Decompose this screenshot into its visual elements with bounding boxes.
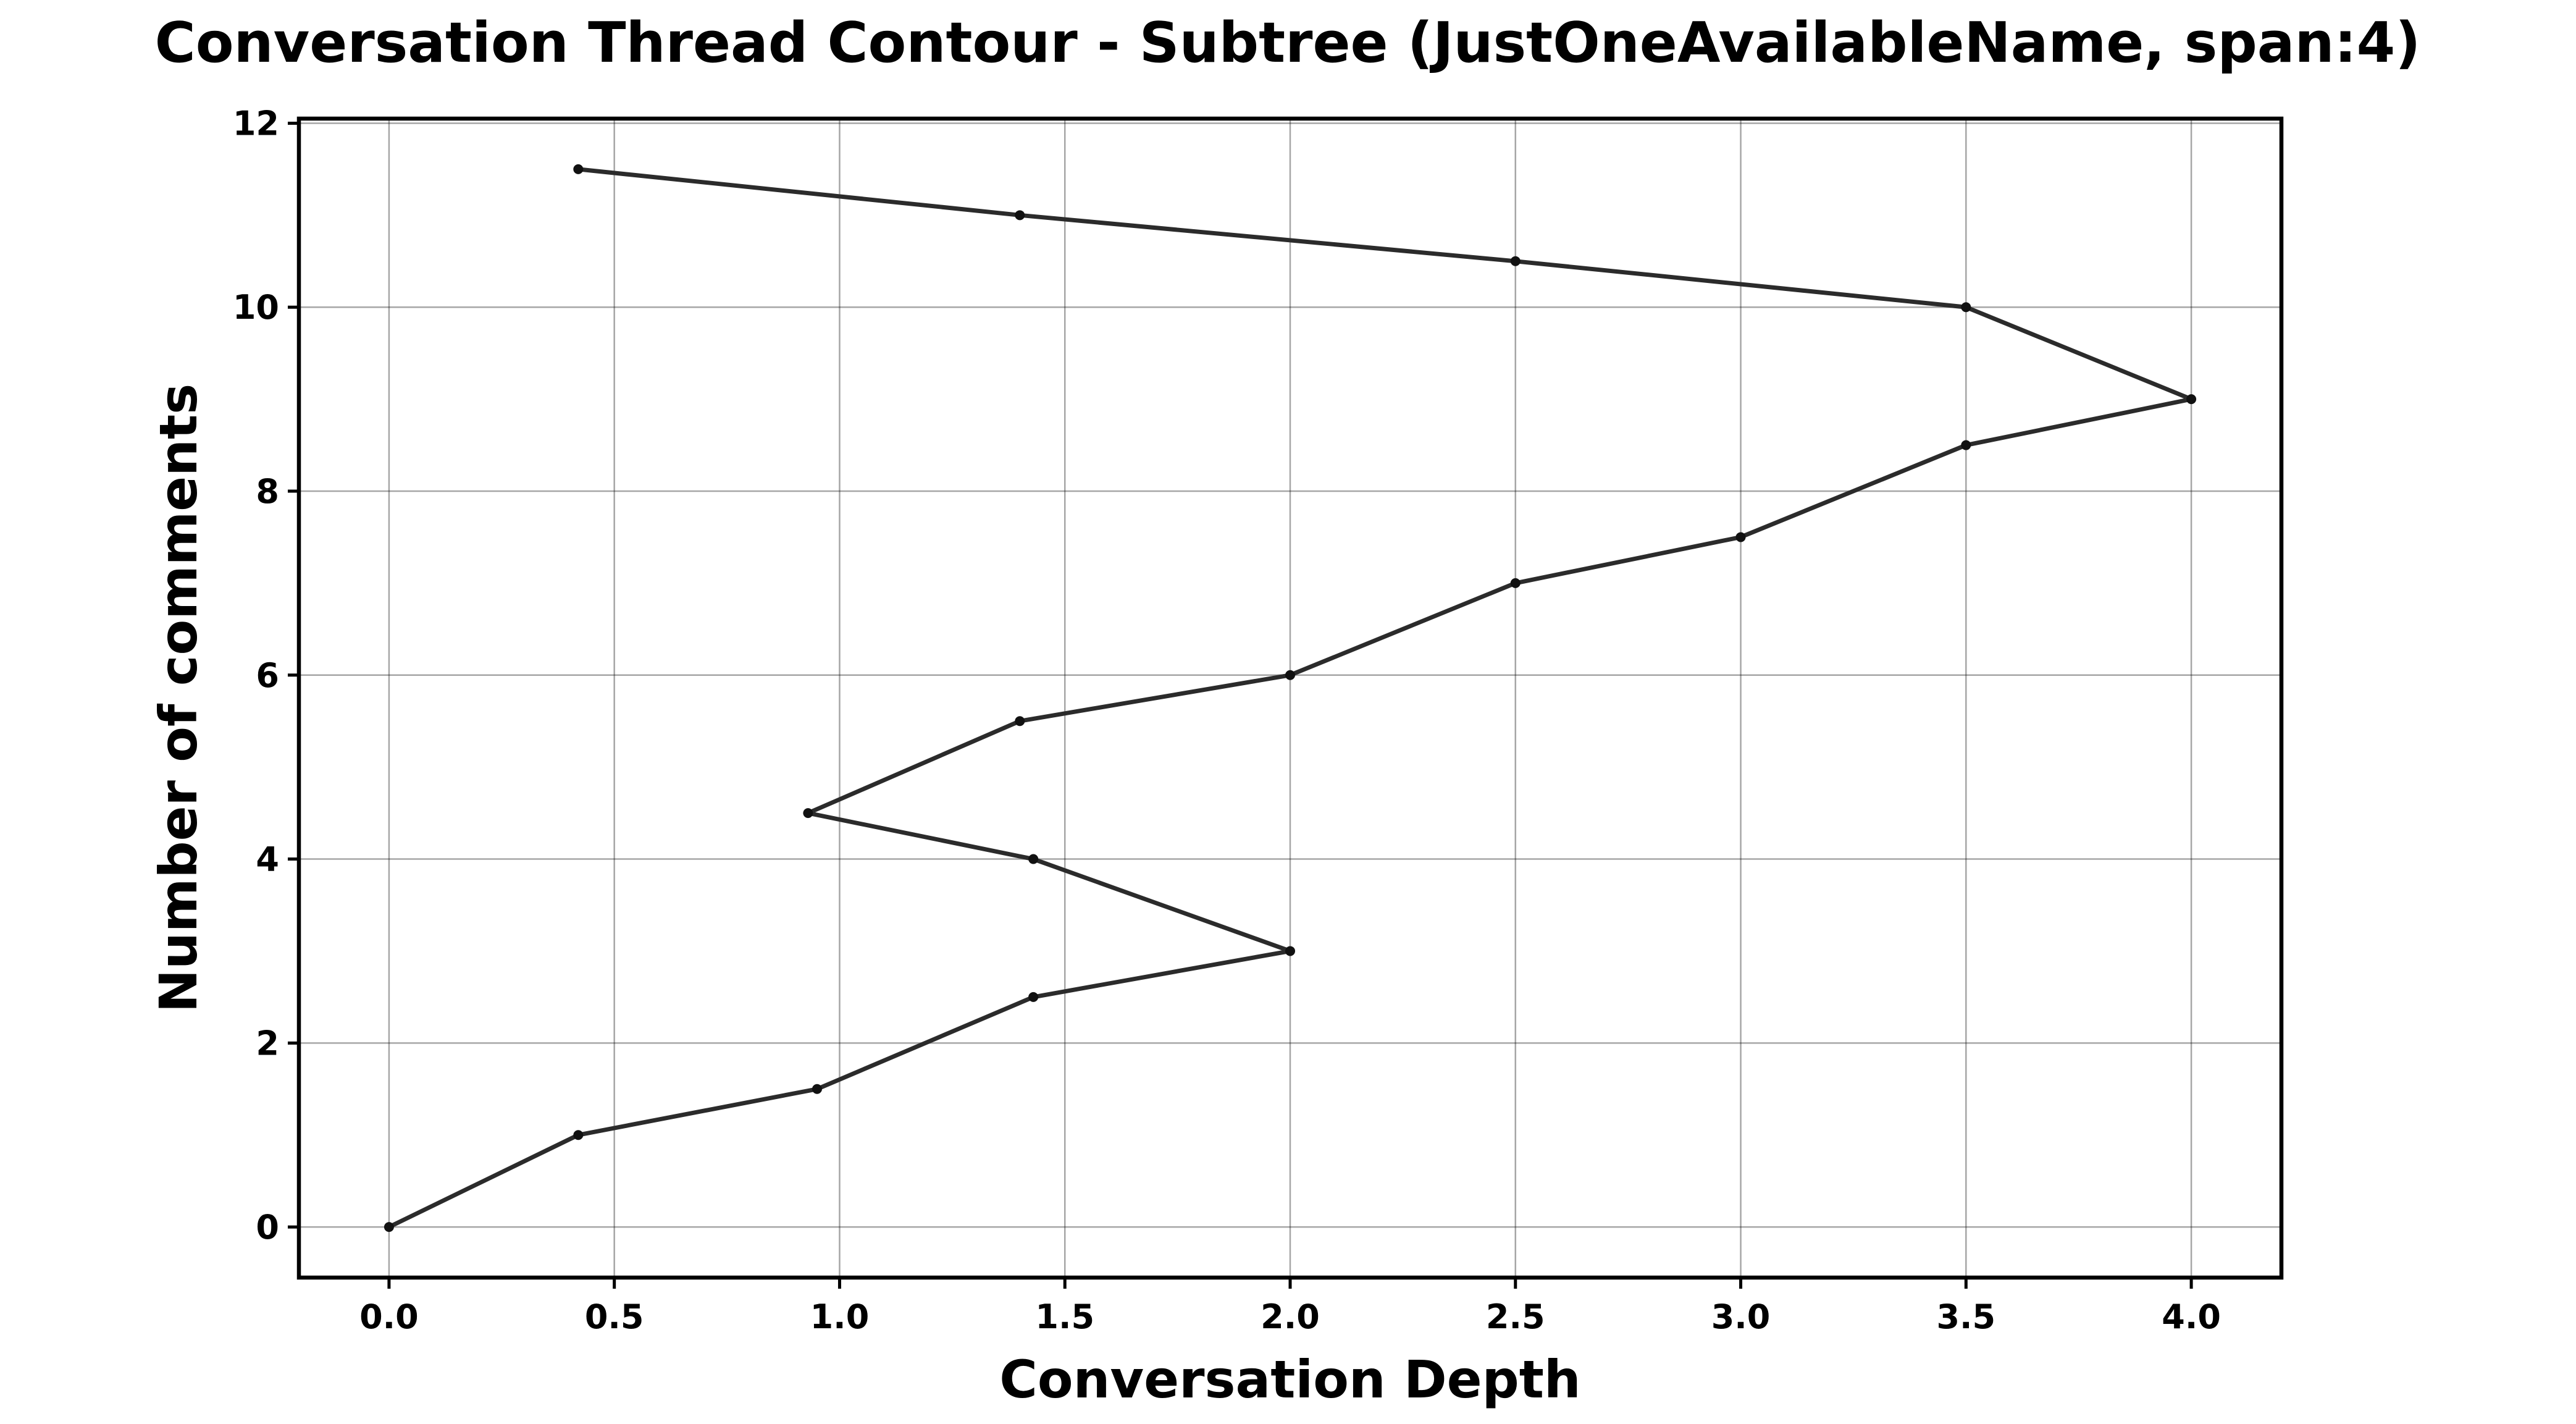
data-point	[1028, 992, 1039, 1002]
x-axis-label: Conversation Depth	[999, 1349, 1580, 1410]
data-point	[384, 1222, 394, 1232]
data-point	[1285, 670, 1295, 680]
data-point	[1961, 302, 1971, 313]
y-tick-label: 2	[256, 1024, 279, 1063]
y-axis-label: Number of comments	[148, 384, 209, 1013]
y-tick-label: 4	[256, 840, 279, 879]
data-point	[1510, 256, 1521, 266]
x-tick-label: 3.5	[1936, 1297, 1995, 1336]
grid	[299, 119, 2281, 1278]
y-tick-label: 12	[233, 104, 279, 143]
x-tick-label: 4.0	[2162, 1297, 2221, 1336]
data-point	[1961, 440, 1971, 450]
series-layer	[384, 164, 2197, 1232]
data-point	[1510, 578, 1521, 588]
y-tick-label: 6	[256, 656, 279, 695]
data-point	[812, 1084, 822, 1094]
data-point	[573, 164, 584, 174]
data-point	[2186, 394, 2197, 405]
chart-title: Conversation Thread Contour - Subtree (J…	[155, 11, 2421, 75]
data-point	[1015, 716, 1025, 727]
x-tick-label: 2.5	[1486, 1297, 1545, 1336]
x-tick-label: 1.5	[1035, 1297, 1094, 1336]
x-axis-ticks: 0.0 0.5 1.0 1.5 2.0 2.5 3.0 3.5 4.0	[359, 1278, 2221, 1336]
data-point	[1735, 532, 1746, 542]
x-tick-label: 0.0	[359, 1297, 419, 1336]
y-tick-label: 8	[256, 472, 279, 511]
x-tick-label: 2.0	[1261, 1297, 1320, 1336]
data-point	[1015, 210, 1025, 221]
data-point	[1028, 854, 1039, 864]
data-point	[803, 808, 813, 819]
x-tick-label: 0.5	[585, 1297, 644, 1336]
x-tick-label: 1.0	[810, 1297, 870, 1336]
data-point	[1285, 946, 1295, 956]
y-tick-label: 0	[256, 1208, 279, 1247]
x-tick-label: 3.0	[1711, 1297, 1771, 1336]
y-axis-ticks: 0 2 4 6 8 10 12	[233, 104, 299, 1247]
data-point	[573, 1130, 584, 1140]
y-tick-label: 10	[233, 288, 279, 327]
